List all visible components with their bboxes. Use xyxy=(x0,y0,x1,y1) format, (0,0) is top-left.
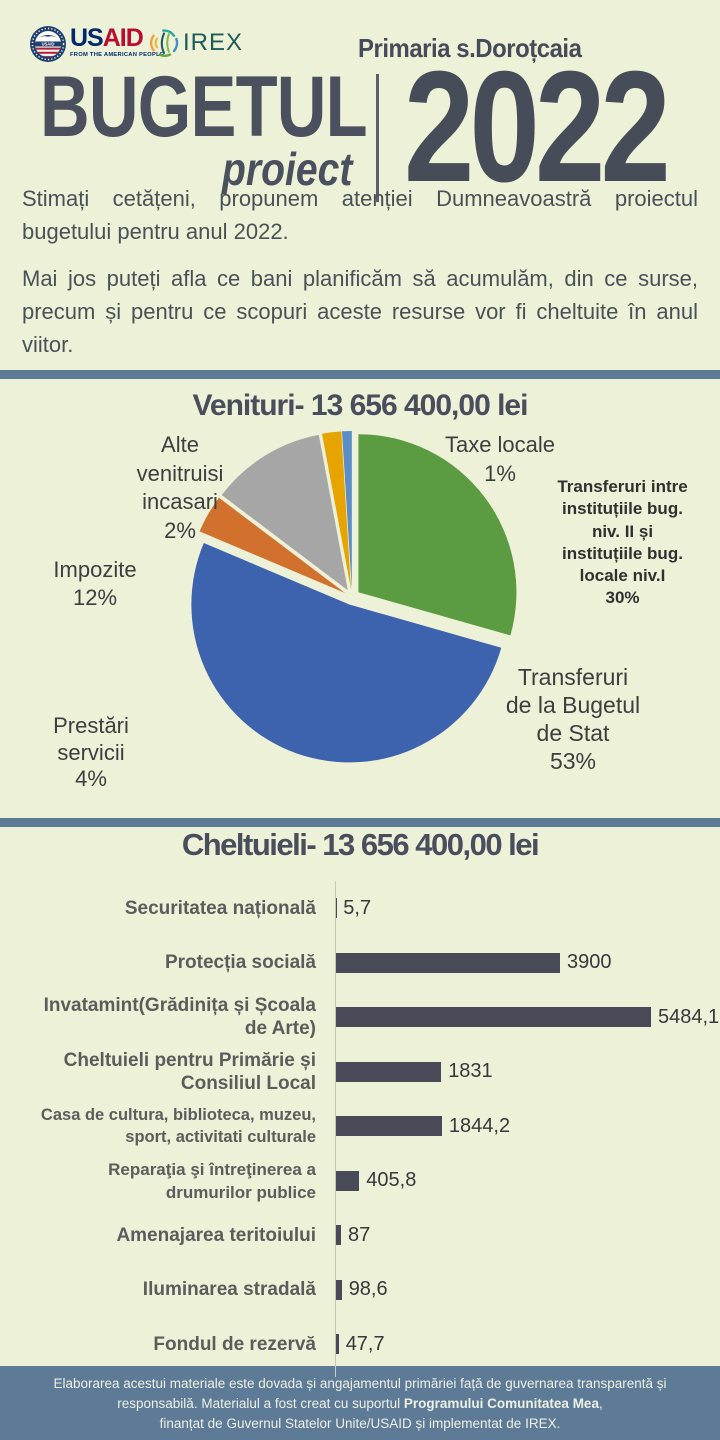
pie-slice-impozite xyxy=(221,434,348,591)
bar-row-iluminarea-stradal: Iluminarea stradală 98,6 xyxy=(0,1263,720,1318)
pie-label-transferuri-stat: Transferuri de la Bugetul de Stat 53% xyxy=(505,664,641,774)
irex-globe-icon xyxy=(149,29,179,57)
intro-paragraph-1: Stimați cetățeni, propunem atenției Dumn… xyxy=(22,186,698,244)
program-name: Programului Comunitatea Mea xyxy=(403,1396,599,1411)
bar-category-label: Invatamint(Grădinița și Școala de Arte) xyxy=(43,995,316,1040)
bar-value-label: 98,6 xyxy=(348,1278,388,1301)
bar-value-label: 47,7 xyxy=(345,1332,385,1355)
footer: Elaborarea acestui materiale este dovada… xyxy=(0,1366,720,1440)
pie-slice-transferuri-intre-institutiile-bug-niv-i xyxy=(358,434,517,636)
irex-logo: IREX xyxy=(148,27,243,59)
municipality-title: Primaria s.Doroțcaia xyxy=(358,33,582,63)
section-divider-top xyxy=(0,370,720,379)
budget-subtitle: proiect xyxy=(221,143,352,195)
bar xyxy=(336,1061,442,1082)
intro-paragraph-2: Mai jos puteți afla ce bani planificăm s… xyxy=(22,266,698,357)
footer-line-1: Elaborarea acestui materiale este dovada… xyxy=(53,1376,667,1391)
pie-slice-alte-venituri-si-incasari xyxy=(322,431,351,590)
bar-category-label: Protecția socială xyxy=(164,952,316,974)
bar xyxy=(336,1170,360,1191)
spending-chart-title: Cheltuieli- 13 656 400,00 lei xyxy=(181,827,540,862)
bar-value-label: 3900 xyxy=(567,951,612,974)
bar-value-label: 405,8 xyxy=(366,1169,417,1192)
pie-label-impozite: Impozite 12% xyxy=(53,557,137,610)
usaid-logo: USAID USAID FROM THE AMERICAN PEOPLE xyxy=(30,26,164,62)
bar-value-label: 1831 xyxy=(448,1060,493,1083)
bar-chart-rows: Securitatea națională 5,7 Protecția social… xyxy=(0,881,720,1372)
bar-row-cheltuieli-pentru-prim-rie-i: Cheltuieli pentru Primărie și Consiliul … xyxy=(0,1045,720,1100)
usaid-tagline: FROM THE AMERICAN PEOPLE xyxy=(70,52,165,58)
title-divider-line xyxy=(376,74,379,202)
pie-label-taxe-locale: Taxe locale 1% xyxy=(444,432,556,486)
irex-wordmark: IREX xyxy=(183,29,244,56)
bar-category-label: Iluminarea stradală xyxy=(142,1279,316,1301)
pie-slice-transferuri-de-la-bugetul-de-stat xyxy=(191,543,502,763)
section-divider-bottom xyxy=(0,818,720,827)
bar-category-label: Securitatea națională xyxy=(124,897,316,919)
bar-value-label: 5,7 xyxy=(343,896,372,919)
bar-value-label: 1844,2 xyxy=(448,1114,511,1137)
axis-line-overflow xyxy=(335,1366,336,1377)
bar-chart-axis-line xyxy=(335,881,336,1372)
bar-row-repara-ia-i-ntre-inerea-a: Reparaţia şi întreţinerea a drumurilor p… xyxy=(0,1154,720,1209)
bar xyxy=(336,1279,342,1300)
bar-category-label: Amenajarea teritoiului xyxy=(116,1224,316,1246)
budget-year: 2022 xyxy=(404,39,671,215)
bar xyxy=(336,1225,341,1246)
pie-label-alte-venituri: Alte venitruisi incasari 2% xyxy=(136,432,224,543)
usaid-emblem-icon: USAID xyxy=(30,26,66,62)
pie-slice-prestari-servicii xyxy=(199,497,346,593)
svg-text:USAID: USAID xyxy=(42,41,55,46)
bar-row-protec-ia-social: Protecția socială 3900 xyxy=(0,936,720,991)
bar-value-label: 5484,1 xyxy=(658,1005,720,1028)
bar-row-securitatea-na-ional: Securitatea națională 5,7 xyxy=(0,881,720,936)
pie-slice-taxe-locale xyxy=(342,431,352,589)
bar-row-amenajarea-teritoiului: Amenajarea teritoiului 87 xyxy=(0,1208,720,1263)
pie-label-transferuri-intre: Transferuri intre instituțiile bug. niv.… xyxy=(557,477,688,608)
bar-category-label: Casa de cultura, biblioteca, muzeu, spor… xyxy=(40,1106,316,1147)
revenue-pie-chart xyxy=(191,431,517,763)
bar-row-fondul-de-rezerv: Fondul de rezervă 47,7 xyxy=(0,1317,720,1372)
revenue-chart-title: Venituri- 13 656 400,00 lei xyxy=(192,389,529,422)
footer-line-3: finanțat de Guvernul Statelor Unite/USAI… xyxy=(159,1416,561,1431)
bar-row-invatamint-gr-dini-a-i-coala: Invatamint(Grădinița și Școala de Arte) 5… xyxy=(0,990,720,1045)
usaid-wordmark: USAID xyxy=(70,24,144,52)
bar xyxy=(336,1116,442,1137)
bar-value-label: 87 xyxy=(348,1223,371,1246)
footer-line-2: responsabilă. Materialul a fost creat cu… xyxy=(117,1396,603,1411)
bar xyxy=(336,1334,339,1355)
bar xyxy=(336,952,560,973)
spending-section: Cheltuieli- 13 656 400,00 lei Securitate… xyxy=(0,827,720,1372)
bar-category-label: Fondul de rezervă xyxy=(153,1333,316,1355)
revenue-section: Venituri- 13 656 400,00 lei Taxe locale … xyxy=(0,379,720,818)
bar-category-label: Cheltuieli pentru Primărie și Consiliul … xyxy=(63,1049,316,1094)
pie-label-prestari-servicii: Prestări servicii 4% xyxy=(53,713,129,791)
bar-row-casa-de-cultura-biblioteca-muzeu: Casa de cultura, biblioteca, muzeu, spor… xyxy=(0,1099,720,1154)
budget-title: BUGETUL xyxy=(40,59,368,155)
bar xyxy=(336,1007,651,1028)
bar-category-label: Reparaţia şi întreţinerea a drumurilor p… xyxy=(108,1159,316,1202)
